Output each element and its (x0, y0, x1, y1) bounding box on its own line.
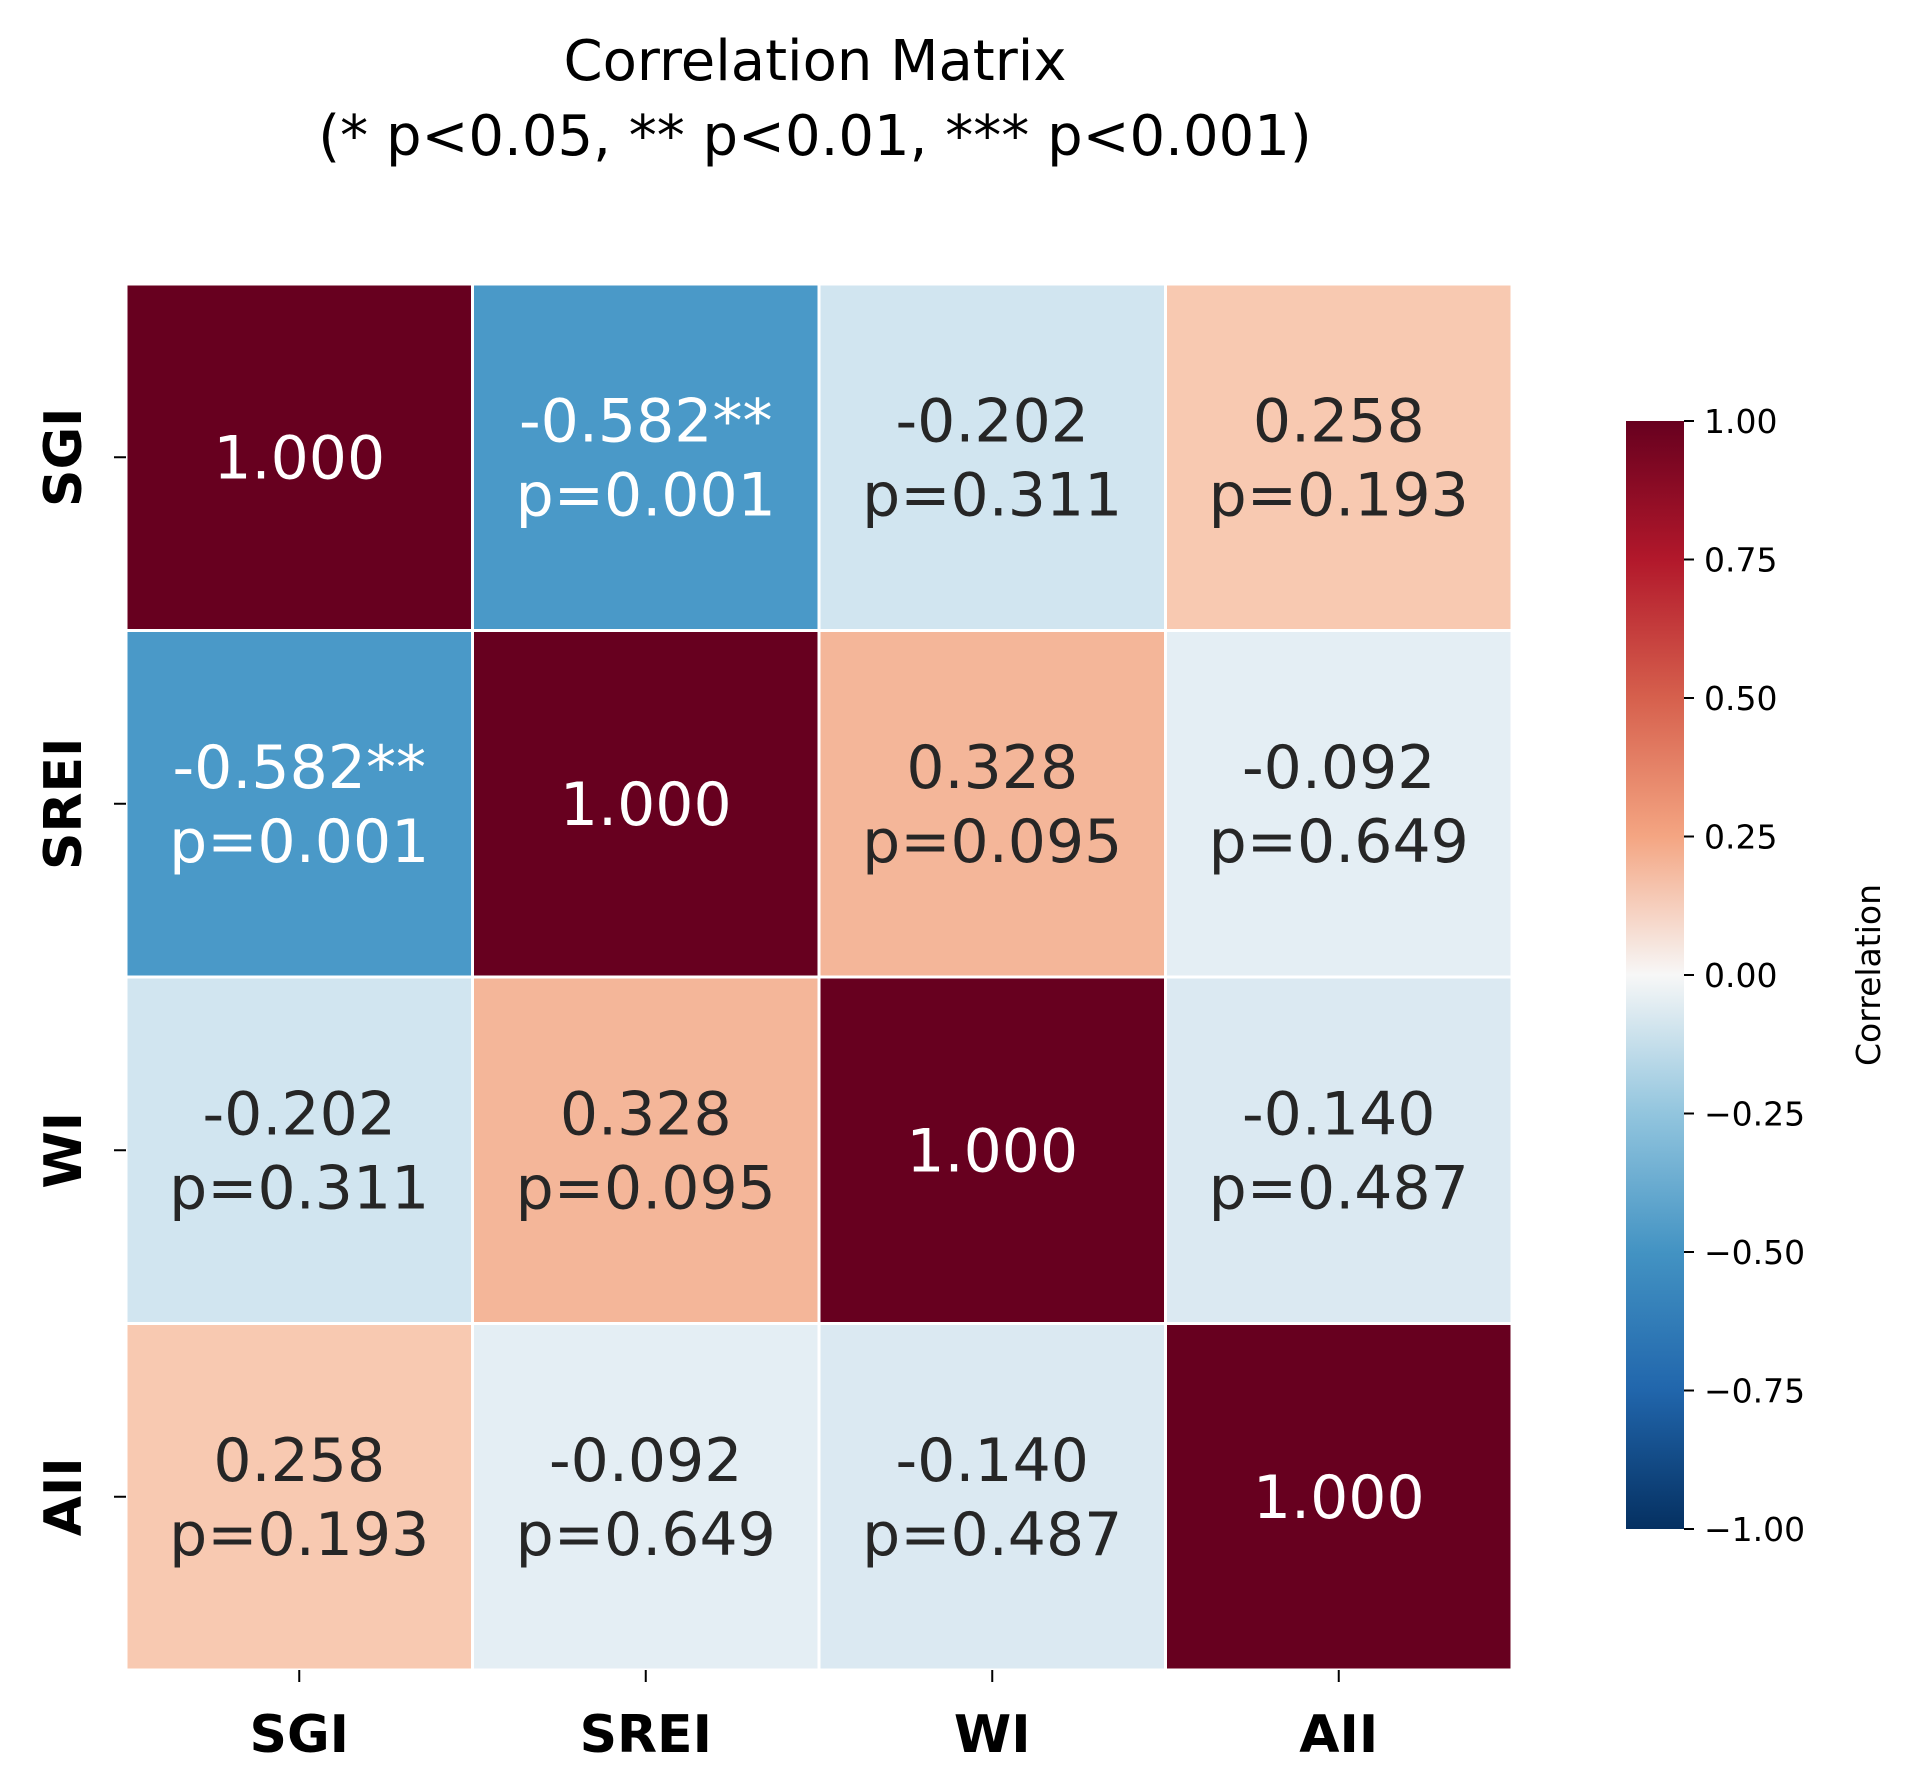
cell-label-aii-sgi-r: 0.258 (213, 1426, 385, 1496)
heatmap-cell-sgi-sgi (124, 282, 474, 632)
cell-label-srei-wi-r: 0.328 (906, 733, 1078, 803)
cell-label-srei-wi-p: p=0.095 (862, 807, 1122, 877)
heatmap-cell-srei-srei (471, 629, 821, 979)
colorbar-ticks: 1.00 0.75 0.50 0.25 0.00 −0.25 −0.50 −0.75 −1.00 (1684, 402, 1805, 1549)
heatmap-cell-srei-sgi (124, 629, 474, 979)
heatmap-cell-aii-aii (1164, 1322, 1514, 1672)
cell-label-sgi-aii-p: p=0.193 (1209, 460, 1469, 530)
colorbar-tick-label: −0.50 (1704, 1233, 1805, 1272)
cell-label-sgi-aii-r: 0.258 (1253, 386, 1425, 456)
x-tick-label-srei: SREI (580, 1705, 712, 1765)
cell-label-srei-srei-r: 1.000 (560, 770, 732, 840)
cell-label-wi-srei-r: 0.328 (560, 1079, 732, 1149)
y-tick-label-wi: WI (34, 1112, 94, 1189)
colorbar-tick-label: −0.75 (1704, 1372, 1805, 1411)
heatmap-cell-sgi-srei (471, 282, 821, 632)
heatmap-cell-aii-wi (817, 1322, 1167, 1672)
x-tick-label-aii: AII (1299, 1705, 1378, 1765)
colorbar-tick-label: 0.75 (1704, 541, 1777, 580)
cell-label-aii-srei-p: p=0.649 (516, 1500, 776, 1570)
heatmap-cell-sgi-aii (1164, 282, 1514, 632)
y-tick-label-sgi: SGI (34, 408, 94, 507)
colorbar-tick-label: 0.25 (1704, 818, 1777, 857)
x-tick-label-sgi: SGI (250, 1705, 349, 1765)
heatmap-cell-srei-wi (817, 629, 1167, 979)
colorbar-tick-label: −1.00 (1704, 1510, 1805, 1549)
cell-label-aii-sgi-p: p=0.193 (169, 1500, 429, 1570)
colorbar-tick-label: 1.00 (1704, 402, 1777, 441)
heatmap-cell-wi-sgi (124, 975, 474, 1325)
cell-label-sgi-srei-p: p=0.001 (516, 460, 776, 530)
colorbar: 1.00 0.75 0.50 0.25 0.00 −0.25 −0.50 −0.75 −1.00… (1626, 402, 1888, 1549)
heatmap-cell-aii-sgi (124, 1322, 474, 1672)
cell-label-aii-aii-r: 1.000 (1253, 1463, 1425, 1533)
cell-label-aii-srei-r: -0.092 (549, 1426, 742, 1496)
cell-label-srei-sgi-r: -0.582** (173, 733, 426, 803)
cell-label-sgi-srei-r: -0.582** (519, 386, 772, 456)
x-axis: SGI SREI WI AII (250, 1670, 1378, 1765)
cell-label-sgi-sgi-r: 1.000 (213, 423, 385, 493)
cell-label-wi-sgi-r: -0.202 (203, 1079, 396, 1149)
cell-label-wi-sgi-p: p=0.311 (169, 1153, 429, 1223)
heatmap-cell-wi-aii (1164, 975, 1514, 1325)
colorbar-gradient (1626, 421, 1684, 1529)
colorbar-tick-label: 0.50 (1704, 679, 1777, 718)
cell-label-srei-aii-r: -0.092 (1242, 733, 1435, 803)
cell-label-srei-aii-p: p=0.649 (1209, 807, 1469, 877)
cell-label-wi-aii-r: -0.140 (1242, 1079, 1435, 1149)
colorbar-tick-label: −0.25 (1704, 1095, 1805, 1134)
heatmap-cell-wi-srei (471, 975, 821, 1325)
cell-label-sgi-wi-p: p=0.311 (862, 460, 1122, 530)
colorbar-tick-label: 0.00 (1704, 956, 1777, 995)
heatmap-cell-aii-srei (471, 1322, 821, 1672)
x-tick-label-wi: WI (954, 1705, 1031, 1765)
cell-label-wi-srei-p: p=0.095 (516, 1153, 776, 1223)
chart-title-line1: Correlation Matrix (564, 29, 1067, 94)
heatmap-cell-wi-wi (817, 975, 1167, 1325)
cell-label-wi-aii-p: p=0.487 (1209, 1153, 1469, 1223)
cell-label-aii-wi-p: p=0.487 (862, 1500, 1122, 1570)
cell-label-wi-wi-r: 1.000 (906, 1116, 1078, 1186)
y-tick-label-srei: SREI (34, 738, 94, 870)
cell-label-aii-wi-r: -0.140 (896, 1426, 1089, 1496)
colorbar-label: Correlation (1849, 884, 1888, 1066)
heatmap-cell-sgi-wi (817, 282, 1167, 632)
chart-title-line2: (* p<0.05, ** p<0.01, *** p<0.001) (318, 104, 1311, 169)
heatmap-cell-srei-aii (1164, 629, 1514, 979)
cell-label-sgi-wi-r: -0.202 (896, 386, 1089, 456)
y-axis: SGI SREI WI AII (34, 408, 126, 1536)
cell-label-srei-sgi-p: p=0.001 (169, 807, 429, 877)
y-tick-label-aii: AII (34, 1457, 94, 1536)
heatmap-grid: 1.000-0.582**p=0.001-0.202p=0.3110.258p=… (124, 282, 1514, 1672)
